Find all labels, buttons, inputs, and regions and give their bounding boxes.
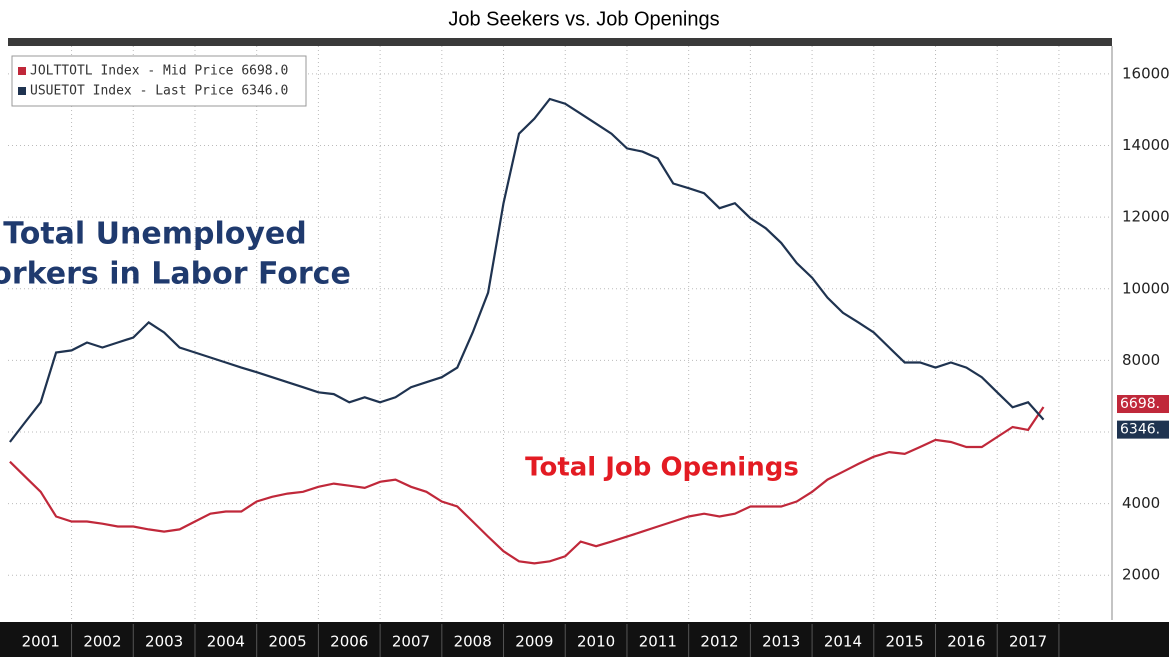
- x-tick-label: 2013: [762, 633, 800, 651]
- x-tick-label: 2004: [207, 633, 245, 651]
- end-label: 6346.: [1120, 422, 1160, 438]
- y-tick-label: 8000: [1122, 351, 1160, 369]
- legend-label: JOLTTOTL Index - Mid Price 6698.0: [30, 64, 288, 79]
- x-tick-label: 2016: [947, 633, 985, 651]
- legend-swatch: [18, 87, 26, 95]
- x-tick-label: 2012: [700, 633, 738, 651]
- y-tick-label: 10000: [1122, 279, 1169, 297]
- end-label-box: [1117, 420, 1169, 439]
- end-label: 6698.: [1120, 396, 1160, 412]
- line-series: [9, 97, 1045, 443]
- x-tick-label: 2015: [886, 633, 924, 651]
- legend-label: USUETOT Index - Last Price 6346.0: [30, 84, 288, 99]
- annotation: Total Unemployed: [3, 217, 306, 252]
- line-series: [9, 406, 1045, 565]
- y-tick-label: 2000: [1122, 566, 1160, 584]
- x-tick-label: 2003: [145, 633, 183, 651]
- x-tick-label: 2017: [1009, 633, 1047, 651]
- x-tick-label: 2005: [268, 633, 306, 651]
- x-tick-label: 2009: [515, 633, 553, 651]
- x-tick-label: 2011: [639, 633, 677, 651]
- x-tick-label: 2001: [22, 633, 60, 651]
- y-tick-label: 14000: [1122, 136, 1169, 154]
- x-tick-label: 2008: [454, 633, 492, 651]
- annotation: Workers in Labor Force: [0, 257, 351, 292]
- annotation: Total Job Openings: [525, 453, 799, 483]
- y-tick-label: 12000: [1122, 208, 1169, 226]
- x-tick-label: 2007: [392, 633, 430, 651]
- legend-swatch: [18, 67, 26, 75]
- toolbar-strip: [8, 38, 1112, 46]
- x-tick-label: 2010: [577, 633, 615, 651]
- x-tick-label: 2006: [330, 633, 368, 651]
- y-tick-label: 16000: [1122, 64, 1169, 82]
- x-tick-label: 2002: [83, 633, 121, 651]
- legend: [11, 55, 307, 107]
- x-tick-label: 2014: [824, 633, 862, 651]
- y-tick-label: 4000: [1122, 494, 1160, 512]
- end-label-box: [1117, 395, 1169, 414]
- chart-title: Job Seekers vs. Job Openings: [448, 8, 719, 30]
